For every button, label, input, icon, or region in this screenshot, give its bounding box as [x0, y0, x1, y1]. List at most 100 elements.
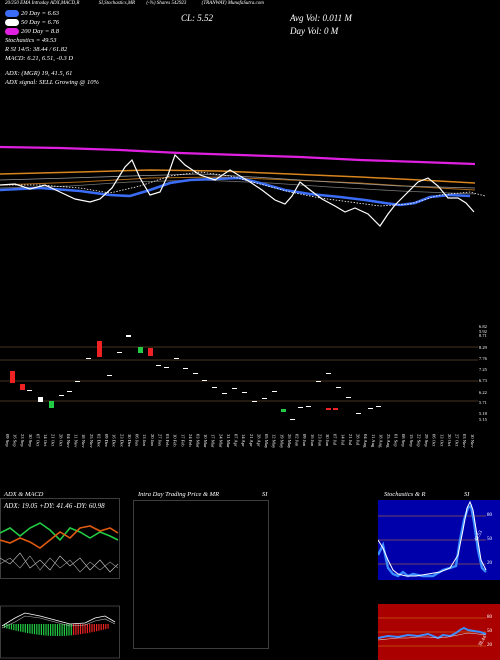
macd-bar: [22, 624, 24, 633]
macd-bar: [6, 624, 8, 629]
macd-bar: [84, 624, 86, 634]
legend-swatch-icon: [5, 28, 19, 36]
header-token: ADX,MACD,R: [49, 1, 80, 6]
date-tick: 13 Jan: [142, 434, 147, 447]
date-tick: 26 May: [287, 434, 292, 449]
macd-bar: [38, 624, 40, 635]
macd-bar: [43, 624, 45, 636]
macd-readout: MACD: 6.21, 6.51, -0.3 D: [5, 55, 74, 62]
grey-line: [0, 179, 476, 195]
date-tick: 05 May: [264, 434, 269, 449]
date-tick: 03 Feb: [165, 434, 170, 447]
candle: [272, 391, 277, 392]
candle: [298, 407, 303, 408]
day-volume: Day Vol: 0 M: [290, 26, 339, 36]
price-gridlines: [0, 346, 478, 402]
candle: [290, 419, 295, 420]
macd-bar: [36, 624, 38, 635]
stoch-panel-suffix: SI: [464, 491, 470, 498]
candle: [232, 388, 237, 389]
price-tick: 5.15: [479, 417, 487, 422]
date-tick: 16 Dec: [112, 434, 117, 447]
date-tick: 24 Mar: [218, 434, 223, 448]
macd-bar: [68, 624, 70, 636]
candle: [10, 371, 15, 383]
macd-bar: [89, 624, 91, 633]
macd-bar: [102, 624, 105, 630]
rsi-tick: 80: [487, 615, 492, 620]
date-tick: 17 Mar: [211, 434, 216, 448]
candle: [156, 365, 161, 366]
price-tick: 5.71: [479, 400, 487, 405]
candle: [242, 392, 247, 393]
price-chart: [0, 145, 486, 227]
macd-bar: [15, 624, 17, 631]
date-tick: 19 May: [279, 434, 284, 449]
legend: 20 Day = 6.63 50 Day = 6.76 200 Day = 8.…: [5, 9, 99, 87]
rsi-tick: 20: [487, 643, 492, 648]
price-tick: 7.25: [479, 367, 487, 372]
ma-50-line: [0, 171, 486, 207]
macd-bar: [59, 624, 61, 636]
date-tick: 30 Dec: [127, 434, 132, 447]
legend-item-20-day: 20 Day = 6.63: [5, 9, 99, 18]
rsi-readout: R SI 14/5: 38.44 / 61.82: [5, 46, 68, 53]
close-price: CL: 5.52: [181, 13, 214, 23]
macd-bar: [100, 624, 102, 631]
macd-bar: [86, 624, 88, 634]
macd-bar: [50, 624, 52, 636]
date-tick: 14 Apr: [241, 434, 246, 447]
candle: [97, 341, 102, 357]
price-tick: 6.22: [479, 390, 487, 395]
macd-bar: [82, 624, 84, 634]
candle: [164, 367, 169, 368]
date-tick: 12 May: [272, 434, 277, 449]
date-tick: 30 Jun: [325, 434, 330, 447]
candle: [316, 381, 321, 382]
ma-20-line: [0, 176, 471, 207]
header-token: (-%) Shares: [146, 1, 171, 6]
macd-bar: [63, 624, 65, 636]
date-tick: 31 Mar: [226, 434, 231, 448]
macd-bar: [47, 624, 49, 636]
legend-item-200-day: 200 Day = 8.8: [5, 27, 99, 36]
stoch-tick: 50: [487, 537, 492, 542]
candle: [356, 413, 361, 414]
rsi-tick: 50: [487, 629, 492, 634]
orange-line-upper: [0, 169, 476, 184]
candle: [107, 375, 112, 376]
date-tick: 27 Jan: [157, 434, 162, 447]
date-tick: 28 Oct: [58, 434, 63, 447]
intraday-panel-title: Intra Day Trading Price & MR: [138, 491, 220, 498]
date-tick: 11 Nov: [74, 434, 79, 448]
date-tick: 29 Sep: [424, 434, 429, 447]
date-tick: 14 Oct: [43, 434, 48, 447]
date-tick: 07 Jul: [333, 434, 338, 446]
date-tick: 14 Jul: [340, 434, 345, 446]
date-tick: 08 Sep: [401, 434, 406, 447]
date-tick: 09 Sep: [5, 434, 10, 447]
macd-bar: [105, 624, 107, 630]
candle: [281, 409, 286, 412]
candle: [86, 358, 91, 359]
date-tick: 22 Sep: [416, 434, 421, 447]
macd-bar: [79, 624, 82, 635]
date-tick: 03 Nov: [462, 434, 467, 448]
macd-bar: [73, 624, 75, 636]
date-tick: 17 Feb: [180, 434, 185, 447]
date-tick: 25 Nov: [89, 434, 94, 448]
date-tick: 21 Jul: [348, 434, 353, 446]
candle: [138, 347, 143, 353]
intraday-panel-suffix: SI: [262, 491, 268, 498]
date-tick: 15 Sep: [409, 434, 414, 447]
macd-bar: [66, 624, 68, 636]
adx-readout: ADX: (MGR) 19, 41.5, 61: [5, 70, 73, 77]
macd-bar: [61, 624, 63, 636]
candle: [336, 387, 341, 388]
macd-bar: [107, 624, 109, 629]
date-tick: 27 Oct: [455, 434, 460, 447]
stoch-tick: 20: [487, 561, 492, 566]
price-tick: 8.29: [479, 345, 487, 350]
date-tick: 24 Feb: [188, 434, 193, 447]
legend-item-50-day: 50 Day = 6.76: [5, 18, 99, 27]
